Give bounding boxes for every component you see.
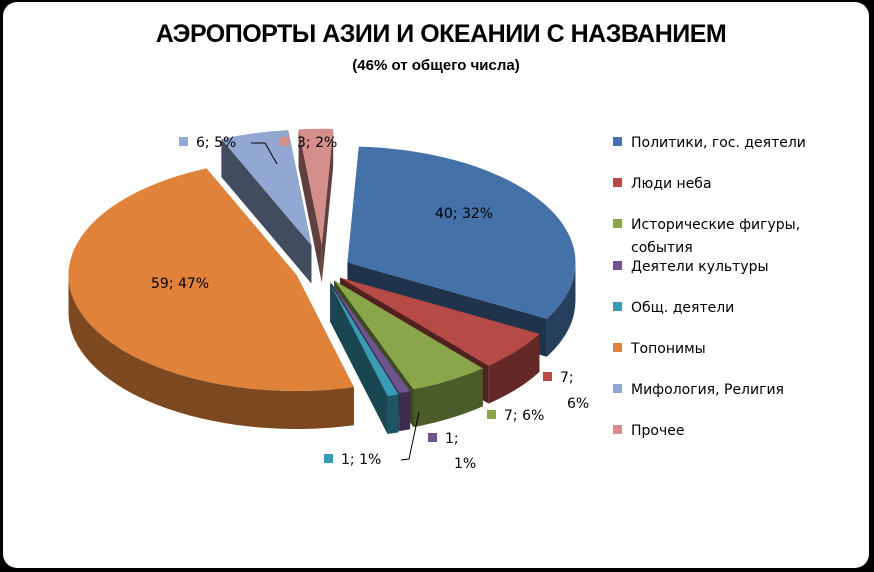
legend-swatch — [613, 137, 622, 146]
data-label-other: 3; 2% — [280, 130, 337, 156]
data-label-politicians: 40; 32% — [435, 206, 494, 222]
label-swatch — [428, 433, 437, 442]
pie-chart — [68, 128, 576, 461]
slice-side — [488, 333, 540, 404]
label-swatch — [487, 410, 496, 419]
data-label-culture: 1; — [428, 426, 459, 452]
leader-line-mythology — [251, 142, 278, 165]
slice-wall — [330, 283, 388, 435]
legend-label: Прочее — [631, 423, 685, 439]
data-label-text: 7; — [560, 370, 574, 386]
slice-1 — [340, 277, 540, 366]
legend-label-line2: события — [631, 240, 693, 256]
data-label-aviators: 7; — [543, 365, 574, 391]
label-swatch — [179, 137, 188, 146]
slice-side — [68, 274, 354, 429]
chart-frame: АЭРОПОРТЫ АЗИИ И ОКЕАНИИ С НАЗВАНИЕМ (46… — [3, 2, 869, 568]
data-label-mythology: 6; 5% — [179, 130, 236, 156]
legend-swatch — [613, 261, 622, 270]
data-label-text: 6; 5% — [196, 135, 237, 151]
legend-swatch — [613, 384, 622, 393]
chart-title: АЭРОПОРТЫ АЗИИ И ОКЕАНИИ С НАЗВАНИЕМ — [155, 20, 727, 48]
data-label-toponyms: 59; 47% — [151, 276, 210, 292]
slice-wall — [321, 128, 334, 283]
slice-side — [413, 368, 483, 428]
legend-label-line1: Исторические фигуры, — [631, 217, 801, 233]
slice-4 — [330, 283, 399, 397]
data-label-public: 1; 1% — [324, 447, 381, 473]
data-label-text: 1; — [445, 431, 459, 447]
data-label-historical: 7; 6% — [487, 403, 544, 429]
slice-0 — [347, 146, 576, 319]
slice-wall — [298, 129, 322, 283]
legend-swatch — [613, 425, 622, 434]
leader-line-public — [400, 411, 420, 461]
slice-2 — [334, 280, 483, 390]
data-label-text: 7; 6% — [504, 408, 545, 424]
legend-label: Исторические фигуры, события — [631, 214, 800, 260]
label-swatch — [280, 137, 289, 146]
slice-7 — [298, 128, 334, 245]
data-label-aviators-pct: 6% — [567, 396, 590, 412]
slice-5 — [68, 168, 354, 391]
label-swatch — [543, 372, 552, 381]
legend-label: Деятели культуры — [631, 259, 769, 275]
legend-label: Люди неба — [631, 176, 712, 192]
slice-3 — [330, 282, 411, 394]
legend-label: Политики, гос. деятели — [631, 135, 806, 151]
legend-label: Топонимы — [631, 341, 706, 357]
legend-swatch — [613, 178, 622, 187]
data-label-culture-pct: 1% — [454, 456, 477, 472]
legend-swatch — [613, 219, 622, 228]
chart-subtitle: (46% от общего числа) — [352, 57, 520, 74]
data-label-text: 1; 1% — [341, 452, 382, 468]
slice-6 — [221, 130, 312, 246]
legend-label: Общ. деятели — [631, 300, 735, 316]
legend-label: Мифология, Религия — [631, 382, 784, 398]
label-swatch — [324, 454, 333, 463]
slice-side — [399, 391, 411, 432]
slice-side — [387, 394, 399, 435]
data-label-text: 3; 2% — [297, 135, 338, 151]
slice-side — [546, 262, 576, 357]
slice-wall — [221, 138, 312, 284]
legend-swatch — [613, 302, 622, 311]
legend-swatch — [613, 343, 622, 352]
